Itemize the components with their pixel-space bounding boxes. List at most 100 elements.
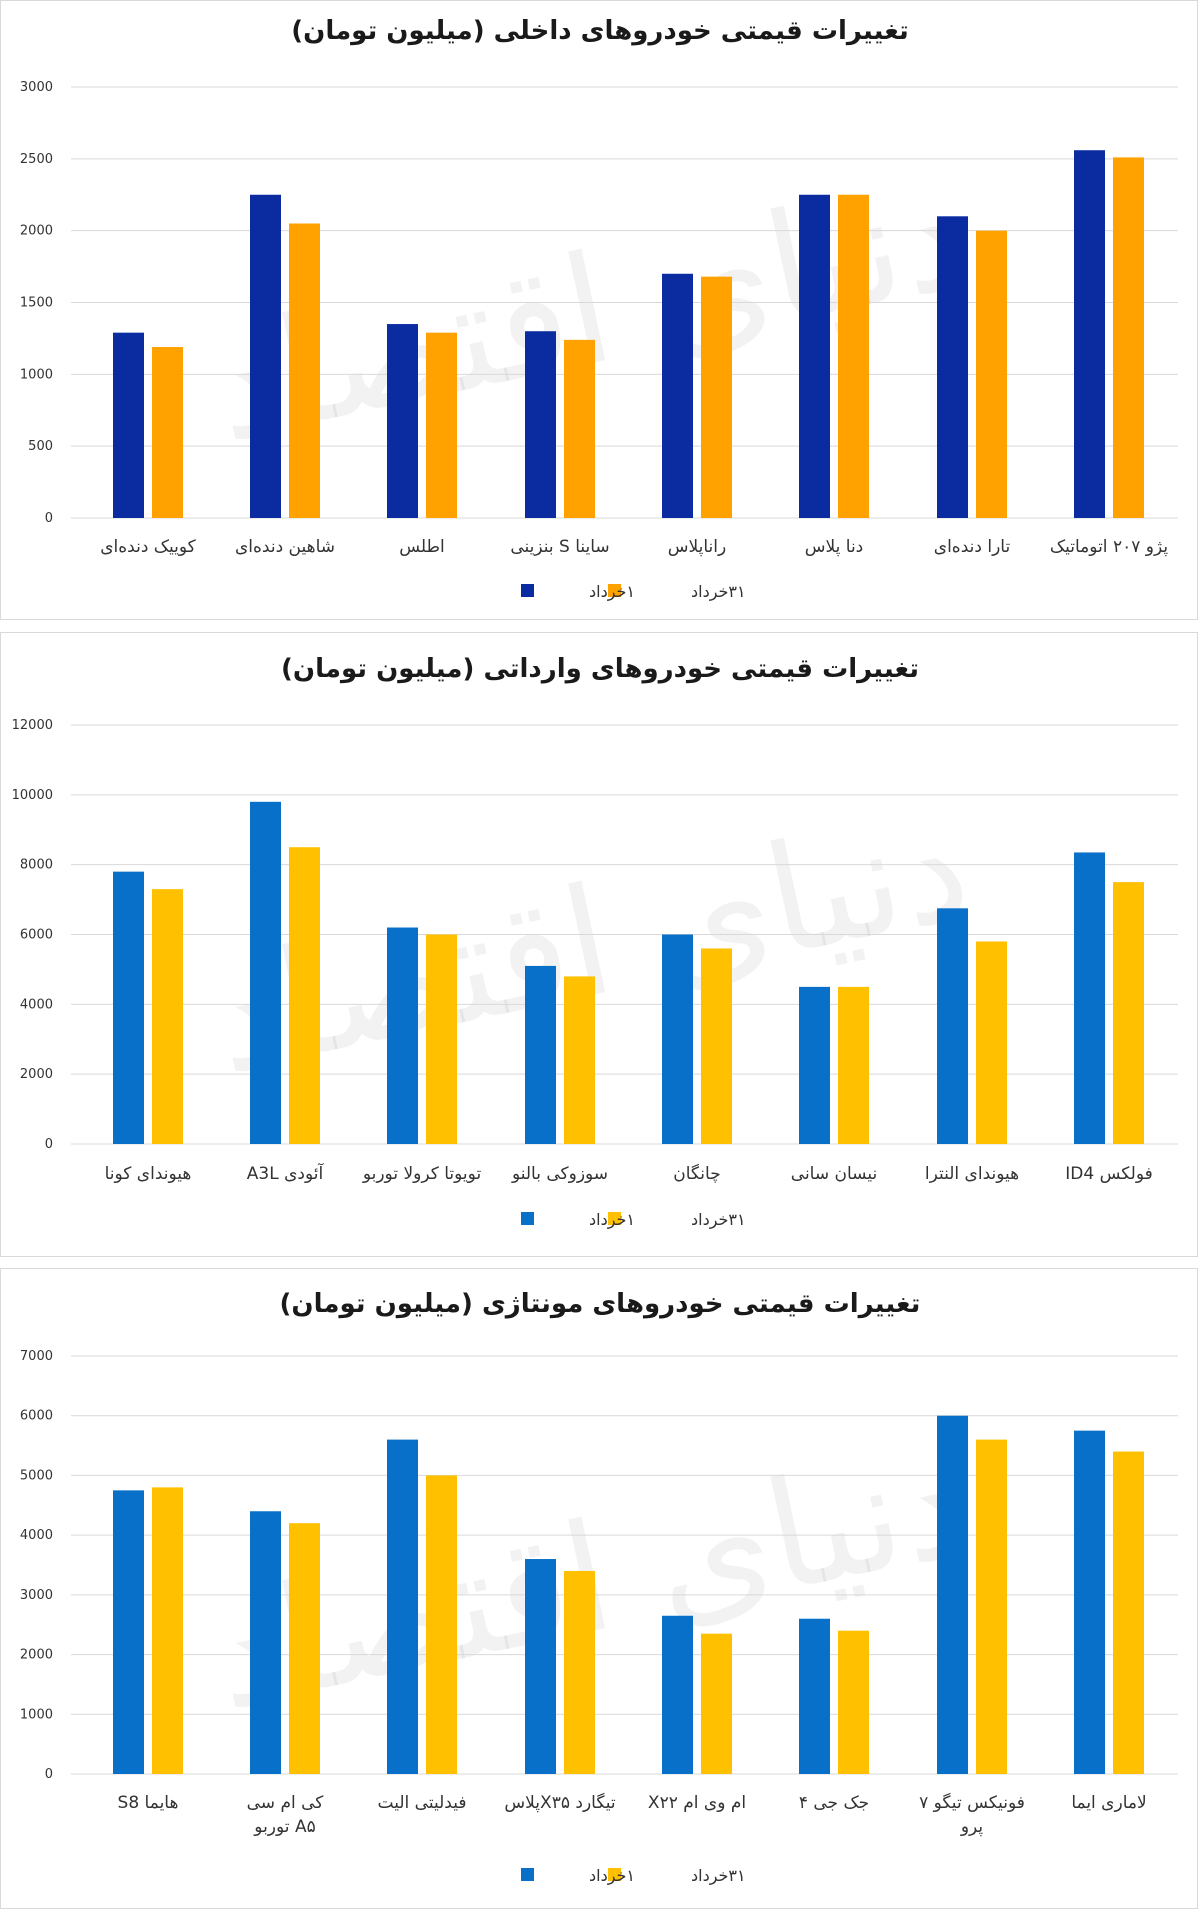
bar-series1 <box>1074 852 1105 1144</box>
category-label: پژو ۲۰۷ اتوماتیک <box>1050 537 1168 557</box>
y-tick-label: 4000 <box>20 1528 53 1543</box>
legend-swatch <box>521 584 534 597</box>
chart-title: تغییرات قیمتی خودروهای مونتاژی (میلیون ت… <box>280 1289 921 1319</box>
bar-series1 <box>1074 150 1105 519</box>
bar-series1 <box>525 965 556 1144</box>
category-label: ام وی ام X۲۲ <box>648 1793 746 1813</box>
category-label: لاماری ایما <box>1071 1793 1146 1813</box>
bar-series1 <box>113 871 144 1144</box>
bar-series1 <box>250 801 281 1144</box>
y-tick-label: 0 <box>45 1137 53 1152</box>
bar-series1 <box>387 927 418 1144</box>
bar-series2 <box>426 934 457 1144</box>
y-tick-label: 10000 <box>12 788 53 803</box>
category-label: تویوتا کرولا توربو <box>362 1164 482 1184</box>
bar-series2 <box>838 194 869 518</box>
y-tick-label: 500 <box>28 439 53 454</box>
chart-title: تغییرات قیمتی خودروهای داخلی (میلیون توم… <box>291 16 908 46</box>
bar-series2 <box>152 347 183 518</box>
category-label: تیگارد X۳۵پلاس <box>504 1792 615 1813</box>
category-label: راناپلاس <box>668 537 726 557</box>
legend-label-series1: ۱خرداد <box>589 1866 635 1886</box>
legend-label-series2: ۳۱خرداد <box>691 582 746 602</box>
bar-series2 <box>152 1487 183 1774</box>
category-label-line2: A۵ توربو <box>253 1817 315 1837</box>
y-tick-label: 1000 <box>20 367 53 382</box>
category-label: هیوندای کونا <box>105 1164 192 1184</box>
bar-series2 <box>1113 882 1144 1144</box>
bar-series1 <box>250 1511 281 1774</box>
category-label: تارا دنده‌ای <box>934 537 1011 557</box>
y-tick-label: 3000 <box>20 80 53 95</box>
y-tick-label: 0 <box>45 511 53 526</box>
category-label: آئودی A3L <box>247 1162 325 1184</box>
category-label: نیسان سانی <box>791 1164 877 1184</box>
legend-swatch <box>608 584 621 597</box>
legend-swatch <box>608 1868 621 1881</box>
bar-series1 <box>662 1615 693 1774</box>
y-tick-label: 3000 <box>20 1588 53 1603</box>
legend-label-series2: ۳۱خرداد <box>691 1866 746 1886</box>
bar-series1 <box>113 1490 144 1774</box>
bar-series2 <box>152 889 183 1144</box>
bar-series1 <box>799 986 830 1144</box>
bar-series2 <box>289 1523 320 1774</box>
chart-panel-imported: دنیای اقتصاد تغییرات قیمتی خودروهای واردا… <box>0 632 1198 1257</box>
legend-label-series2: ۳۱خرداد <box>691 1210 746 1230</box>
bar-series2 <box>976 230 1007 518</box>
bar-series2 <box>564 1570 595 1774</box>
y-tick-label: 6000 <box>20 1409 53 1424</box>
y-tick-label: 1500 <box>20 296 53 311</box>
y-tick-label: 12000 <box>12 718 53 733</box>
category-label: فیدلیتی الیت <box>378 1793 467 1813</box>
legend-swatch <box>521 1212 534 1225</box>
y-tick-label: 2000 <box>20 1067 53 1082</box>
bar-series2 <box>426 1475 457 1774</box>
y-tick-label: 2500 <box>20 152 53 167</box>
bar-series2 <box>1113 1451 1144 1774</box>
category-label: چانگان <box>673 1163 720 1184</box>
bar-series1 <box>662 934 693 1144</box>
bar-series1 <box>525 1559 556 1774</box>
bar-series2 <box>701 1633 732 1774</box>
category-label: جک جی ۴ <box>799 1793 869 1813</box>
legend-label-series1: ۱خرداد <box>589 582 635 602</box>
category-label: فولکس ID4 <box>1065 1164 1152 1184</box>
bar-series2 <box>564 976 595 1144</box>
bar-series1 <box>387 1439 418 1774</box>
y-tick-label: 8000 <box>20 858 53 873</box>
bar-series1 <box>937 908 968 1144</box>
bar-series1 <box>799 194 830 518</box>
bar-series2 <box>838 986 869 1144</box>
bar-series1 <box>937 1415 968 1774</box>
category-label: دنا پلاس <box>805 537 864 557</box>
y-tick-label: 6000 <box>20 928 53 943</box>
y-tick-label: 4000 <box>20 997 53 1012</box>
category-label-line1: فونیکس تیگو ۷ <box>919 1792 1025 1813</box>
bar-series1 <box>937 216 968 519</box>
category-label: ساینا S بنزینی <box>510 537 609 557</box>
bar-series2 <box>289 223 320 518</box>
y-tick-label: 1000 <box>20 1707 53 1722</box>
y-tick-label: 7000 <box>20 1349 53 1364</box>
bar-series1 <box>113 332 144 518</box>
legend-label-series1: ۱خرداد <box>589 1210 635 1230</box>
category-label: هایما S8 <box>118 1793 179 1813</box>
y-tick-label: 2000 <box>20 1648 53 1663</box>
bar-series2 <box>289 847 320 1144</box>
bar-series1 <box>387 324 418 518</box>
bar-series2 <box>426 332 457 518</box>
bar-series2 <box>838 1630 869 1774</box>
bar-series1 <box>250 194 281 518</box>
y-tick-label: 2000 <box>20 224 53 239</box>
y-tick-label: 5000 <box>20 1468 53 1483</box>
bar-series2 <box>701 948 732 1144</box>
legend-swatch <box>608 1212 621 1225</box>
bar-series2 <box>976 941 1007 1144</box>
chart-title: تغییرات قیمتی خودروهای وارداتی (میلیون ت… <box>281 654 919 684</box>
category-label: سوزوکی بالنو <box>511 1164 608 1184</box>
category-label: شاهین دنده‌ای <box>235 537 335 557</box>
